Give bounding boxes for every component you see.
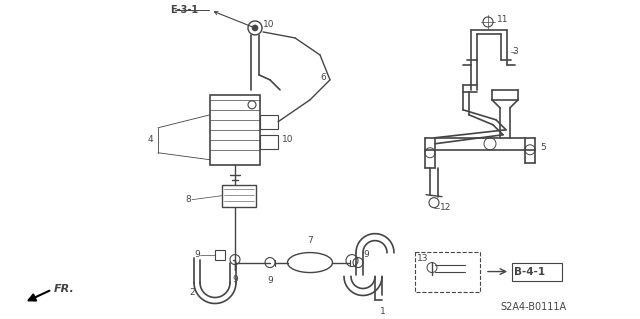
Text: 9: 9 [267, 276, 273, 285]
Text: 9: 9 [363, 250, 369, 259]
Text: FR.: FR. [54, 284, 75, 293]
Text: 12: 12 [440, 203, 451, 212]
Text: 10: 10 [263, 20, 275, 29]
Text: B-4-1: B-4-1 [514, 267, 545, 277]
Text: 3: 3 [512, 48, 518, 56]
Text: 13: 13 [417, 254, 429, 263]
Text: 11: 11 [497, 15, 509, 25]
Text: S2A4-B0111A: S2A4-B0111A [500, 302, 566, 313]
Bar [222, 185, 256, 207]
Text: 4: 4 [148, 135, 154, 144]
Text: 6: 6 [320, 73, 326, 82]
Text: 2: 2 [189, 288, 195, 297]
Bar [415, 252, 480, 292]
Text: 8: 8 [185, 195, 191, 204]
Bar [260, 135, 278, 149]
Text: 1: 1 [380, 308, 386, 316]
Bar [215, 249, 225, 260]
Text: 9: 9 [195, 250, 200, 259]
Text: 7: 7 [307, 236, 313, 245]
Text: 9: 9 [232, 275, 238, 284]
Bar [260, 115, 278, 129]
Bar [512, 263, 562, 280]
Bar [210, 95, 260, 165]
Text: 10: 10 [282, 135, 294, 144]
Text: E-3-1: E-3-1 [170, 5, 198, 15]
Text: 5: 5 [540, 143, 546, 152]
Circle shape [252, 25, 258, 31]
